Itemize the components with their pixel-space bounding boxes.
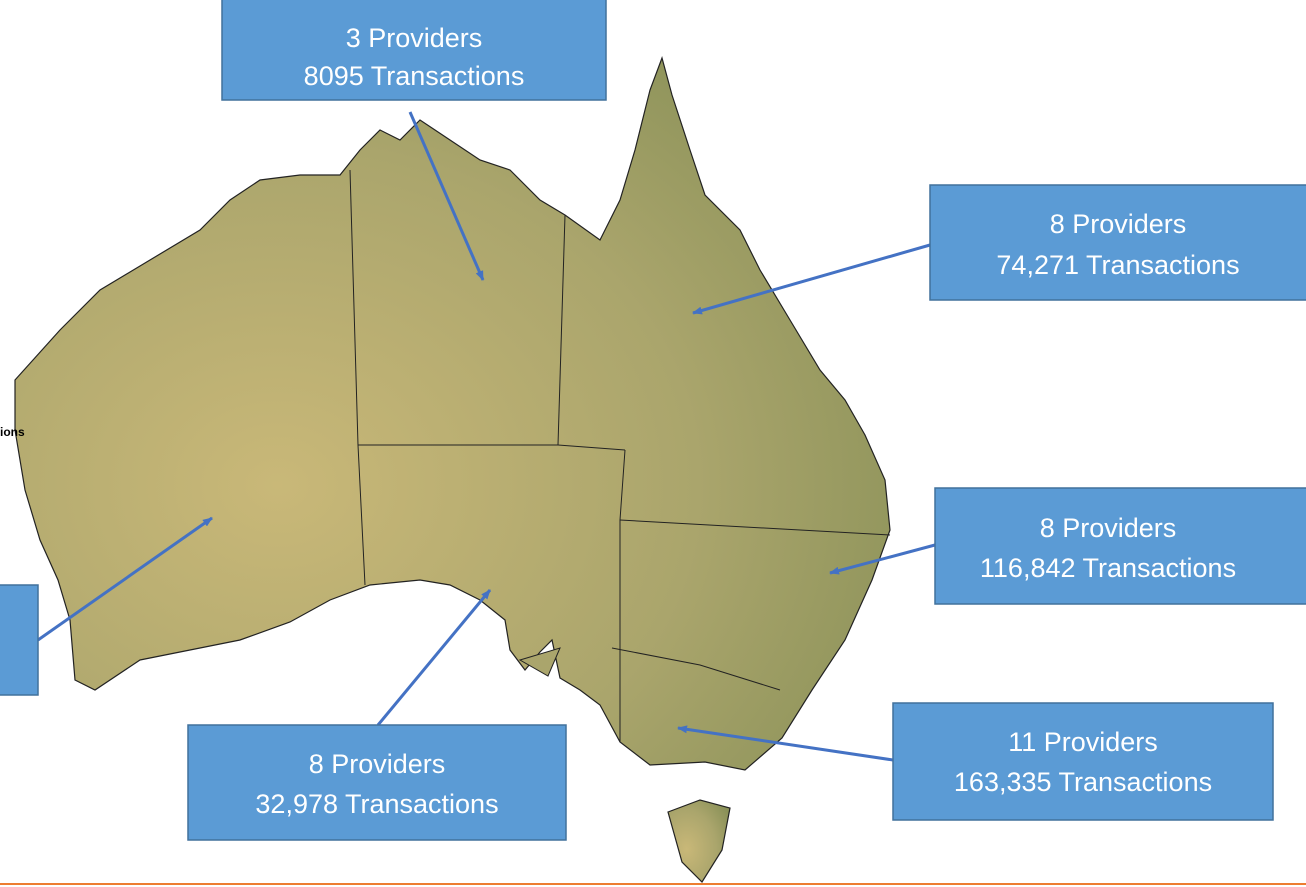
callout-box: [934, 487, 1306, 605]
providers: 8 Providers: [1040, 513, 1177, 543]
callout-box: [892, 702, 1274, 821]
arrow: [692, 243, 931, 315]
callout-box: [0, 584, 39, 696]
partial-label: ions: [0, 425, 25, 439]
transactions: 116,842 Transactions: [980, 553, 1236, 583]
arrow: [37, 516, 213, 642]
transactions: 74,271 Transactions: [996, 250, 1239, 280]
callout: 8 Providers 116,842 Transactions: [934, 487, 1306, 605]
providers: 8 Providers: [1050, 209, 1187, 239]
providers: 11 Providers: [1008, 727, 1158, 757]
arrow: [376, 589, 492, 726]
callout: 11 Providers 163,335 Transactions: [892, 702, 1274, 821]
providers: 8 Providers: [309, 749, 446, 779]
callout: 8 Providers 32,978 Transactions: [187, 724, 567, 841]
arrow: [829, 543, 936, 575]
callout-box: [221, 0, 607, 101]
transactions: 32,978 Transactions: [255, 789, 498, 819]
transactions: 8095 Transactions: [304, 61, 525, 91]
callout: 8 Providers 74,271 Transactions: [929, 184, 1306, 301]
arrow: [677, 725, 894, 762]
callout-box: [187, 724, 567, 841]
providers: 3 Providers: [346, 23, 483, 53]
australia: [14, 56, 891, 883]
transactions: 163,335 Transactions: [954, 767, 1212, 797]
callout-box: [929, 184, 1306, 301]
arrow: [408, 111, 485, 281]
callout: 3 Providers 8095 Transactions: [221, 0, 607, 101]
